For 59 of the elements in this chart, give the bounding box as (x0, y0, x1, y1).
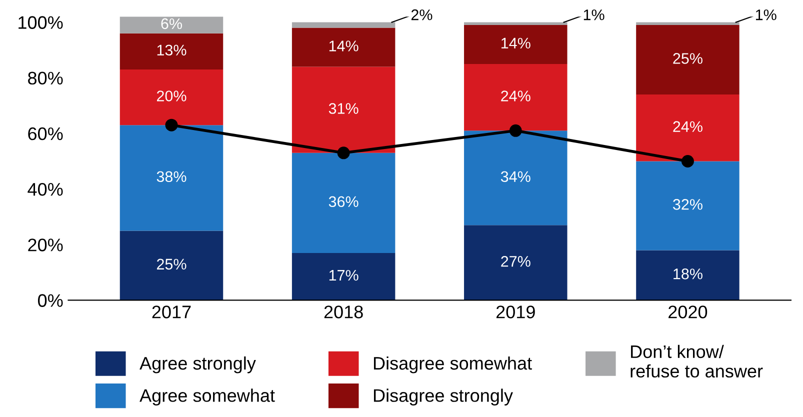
data-label: 1% (584, 9, 604, 20)
x-tick-label: 2017 (152, 306, 191, 318)
bar (464, 22, 568, 26)
data-label: 17% (329, 270, 358, 281)
x-tick-label: 2020 (668, 306, 708, 318)
data-label: 14% (502, 38, 530, 49)
data-label: 6% (161, 18, 182, 30)
data-label: 13% (157, 44, 186, 56)
data-label: 25% (156, 258, 186, 270)
data-label: 2% (411, 9, 432, 20)
data-label: 32% (673, 199, 702, 210)
bar (120, 125, 224, 231)
data-label: 27% (501, 256, 530, 267)
data-label: 24% (501, 90, 530, 102)
bar (636, 161, 740, 250)
bar (636, 250, 740, 300)
data-label: 14% (329, 40, 358, 52)
bar (636, 25, 740, 95)
bar (292, 152, 396, 253)
data-label: 20% (156, 90, 186, 102)
bar (464, 64, 568, 131)
y-tick-label: 80% (28, 72, 63, 85)
bar (120, 70, 224, 126)
x-tick-label: 2019 (496, 306, 535, 318)
x-tick-label: 2018 (324, 306, 363, 318)
y-tick-label: 40% (28, 182, 63, 196)
data-label: 24% (673, 121, 702, 132)
data-label: 38% (156, 171, 186, 182)
legend-label: Agree strongly (140, 356, 256, 374)
y-tick-label: 20% (28, 238, 63, 252)
legend-label: Don’t know/ refuse to answer (630, 344, 763, 378)
data-label: 34% (500, 171, 530, 182)
bar (120, 16, 224, 34)
bar (464, 130, 568, 226)
legend-label: Disagree strongly (374, 388, 513, 406)
data-label: 25% (673, 53, 702, 64)
data-label: 1% (756, 9, 776, 20)
bar (636, 22, 740, 26)
data-label: 36% (328, 196, 358, 208)
bar (464, 25, 568, 64)
point (337, 146, 350, 160)
bar (120, 33, 224, 70)
bar (292, 22, 396, 28)
legend-label: Agree somewhat (140, 388, 275, 406)
y-tick-label: 100% (18, 16, 63, 29)
point (509, 124, 522, 137)
bar (120, 230, 224, 300)
y-tick-label: 0% (38, 294, 63, 307)
data-label: 31% (328, 103, 358, 114)
point (165, 118, 178, 132)
data-label: 18% (674, 268, 702, 280)
point (681, 154, 694, 168)
bar (292, 28, 396, 67)
bar (292, 66, 396, 153)
bar (292, 252, 396, 300)
bar (636, 94, 740, 162)
legend-label: Disagree somewhat (374, 356, 532, 374)
y-tick-label: 60% (28, 127, 63, 140)
bar (464, 225, 568, 300)
